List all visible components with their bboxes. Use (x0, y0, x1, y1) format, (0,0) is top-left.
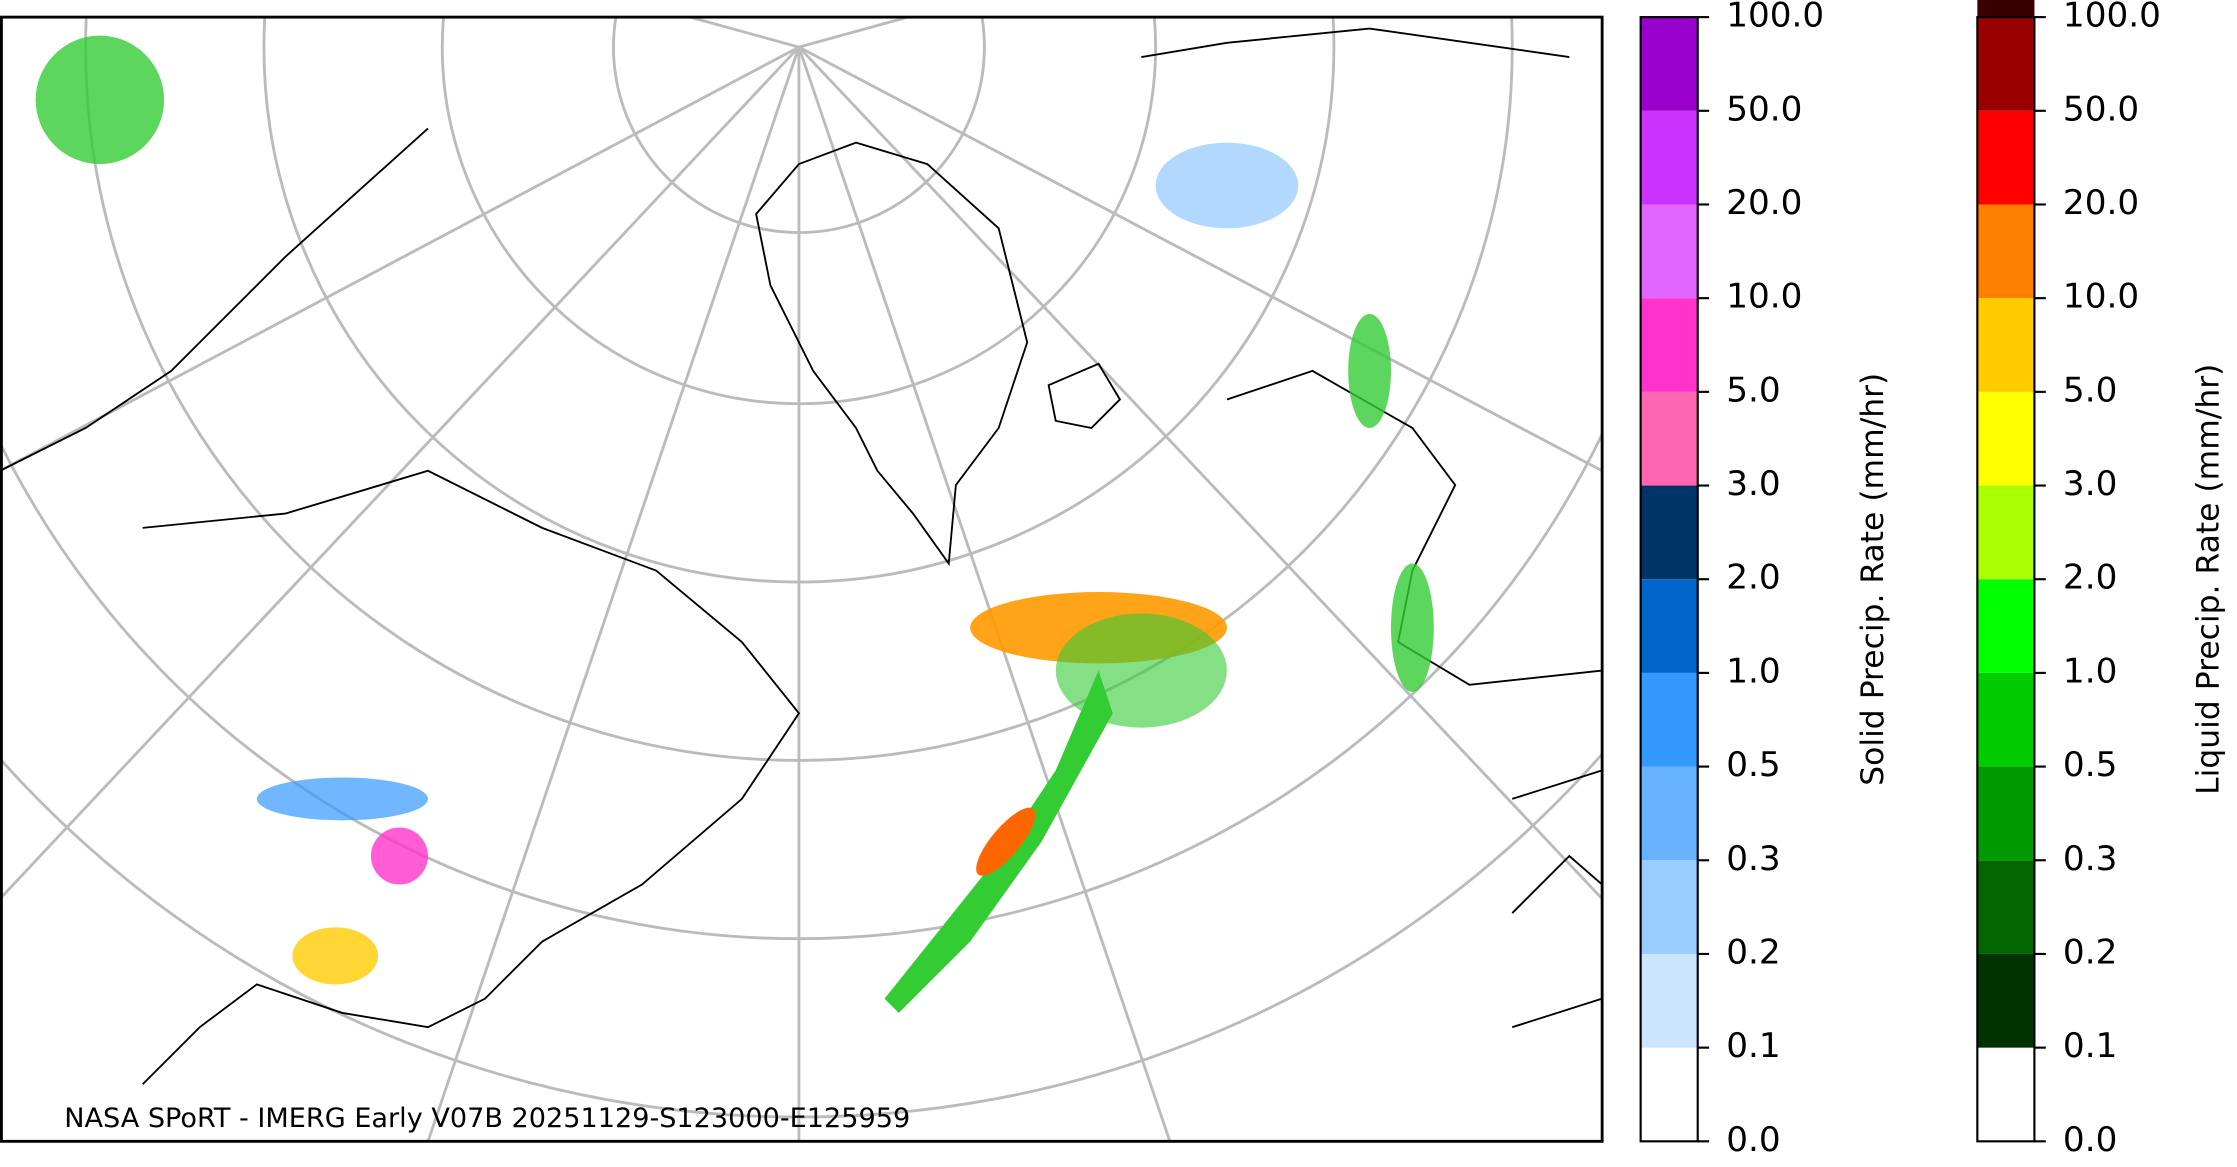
colorbar-tick-label: 5.0 (2063, 370, 2117, 410)
colorbar-tick-label: 100.0 (1726, 0, 1824, 36)
colorbar-tick-label: 10.0 (2063, 277, 2139, 317)
colorbar-tick-label: 0.1 (1726, 1026, 1780, 1066)
colorbar-bin (1640, 17, 1698, 111)
footer: NASA SPoRT - IMERG Early V07B 20251129-S… (64, 1103, 910, 1134)
colorbar-tick-label: 20.0 (1726, 183, 1802, 223)
colorbar-tick-label: 100.0 (2063, 0, 2161, 36)
colorbar-label: Solid Precip. Rate (mm/hr) (1855, 373, 1891, 786)
colorbar-bin (1640, 579, 1698, 673)
colorbar-bin (1977, 485, 2035, 580)
colorbar-bin (1977, 766, 2035, 861)
colorbar-bin (1640, 953, 1698, 1048)
colorbar-bin (1640, 860, 1698, 954)
colorbar-bin (1977, 0, 2035, 18)
colorbar-tick-label: 50.0 (2063, 89, 2139, 129)
colorbar-tick-label: 0.0 (2063, 1120, 2117, 1160)
colorbar-tick-label: 2.0 (2063, 558, 2117, 598)
map-frame (0, 15, 1604, 1143)
colorbar-bin (1640, 391, 1698, 486)
coastlines (1, 27, 1603, 1085)
colorbar-tick-label: 0.3 (2063, 839, 2117, 879)
colorbar-tick-label: 0.2 (1726, 932, 1780, 972)
colorbar-tick-label: 2.0 (1726, 558, 1780, 598)
colorbar-tick-label: 3.0 (1726, 464, 1780, 504)
colorbar-bin (1640, 1047, 1698, 1142)
precipitation (35, 35, 1434, 1013)
colorbar-tick-label: 20.0 (2063, 183, 2139, 223)
colorbar-bin (1977, 579, 2035, 673)
colorbar-bin (1640, 766, 1698, 861)
colorbar-bin (1977, 17, 2035, 111)
colorbar-tick-label: 1.0 (2063, 651, 2117, 691)
colorbar-tick-label: 0.3 (1726, 839, 1780, 879)
colorbar-tick-label: 3.0 (2063, 464, 2117, 504)
colorbar-bin (1977, 953, 2035, 1048)
colorbar-bin (1640, 672, 1698, 767)
colorbar-tick-label: 50.0 (1726, 89, 1802, 129)
colorbar-tick-label: 0.2 (2063, 932, 2117, 972)
colorbar-tick-label: 10.0 (1726, 277, 1802, 317)
graticule (1, 17, 1603, 1142)
colorbar-bin (1640, 485, 1698, 580)
colorbar-bin (1977, 204, 2035, 299)
colorbar-tick-label: 0.1 (2063, 1026, 2117, 1066)
colorbar-bin (1977, 860, 2035, 954)
colorbar-tick-label: 0.0 (1726, 1120, 1780, 1160)
colorbar-bin (1640, 110, 1698, 205)
colorbar-tick-label: 0.5 (2063, 745, 2117, 785)
colorbar-bin (1977, 672, 2035, 767)
colorbar-tick-label: 0.5 (1726, 745, 1780, 785)
colorbar-tick-label: 1.0 (1726, 651, 1780, 691)
colorbar-bin (1977, 110, 2035, 205)
colorbar-bin (1977, 298, 2035, 392)
colorbar-bin (1640, 204, 1698, 299)
colorbar-label: Liquid Precip. Rate (mm/hr) (2190, 364, 2226, 795)
map-area: NASA SPoRT - IMERG Early V07B 20251129-S… (1, 17, 1603, 1142)
colorbar-bin (1640, 298, 1698, 392)
colorbar-bin (1977, 391, 2035, 486)
colorbar-tick-label: 5.0 (1726, 370, 1780, 410)
colorbar-bin (1977, 1047, 2035, 1142)
